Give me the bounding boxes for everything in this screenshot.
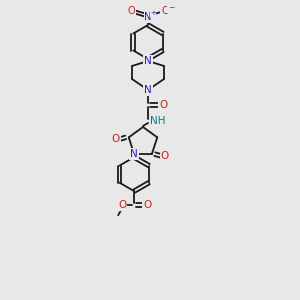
Text: N: N	[130, 149, 138, 159]
Text: O: O	[159, 100, 167, 110]
Text: N: N	[144, 56, 152, 66]
Text: +: +	[150, 10, 156, 16]
Text: N: N	[144, 12, 152, 22]
Text: O: O	[161, 151, 169, 161]
Text: O: O	[127, 6, 135, 16]
Text: N: N	[144, 85, 152, 95]
Text: NH: NH	[150, 116, 166, 126]
Text: O: O	[143, 200, 151, 210]
Text: O: O	[161, 6, 169, 16]
Text: −: −	[168, 4, 174, 13]
Text: O: O	[112, 134, 120, 144]
Text: O: O	[118, 200, 126, 210]
